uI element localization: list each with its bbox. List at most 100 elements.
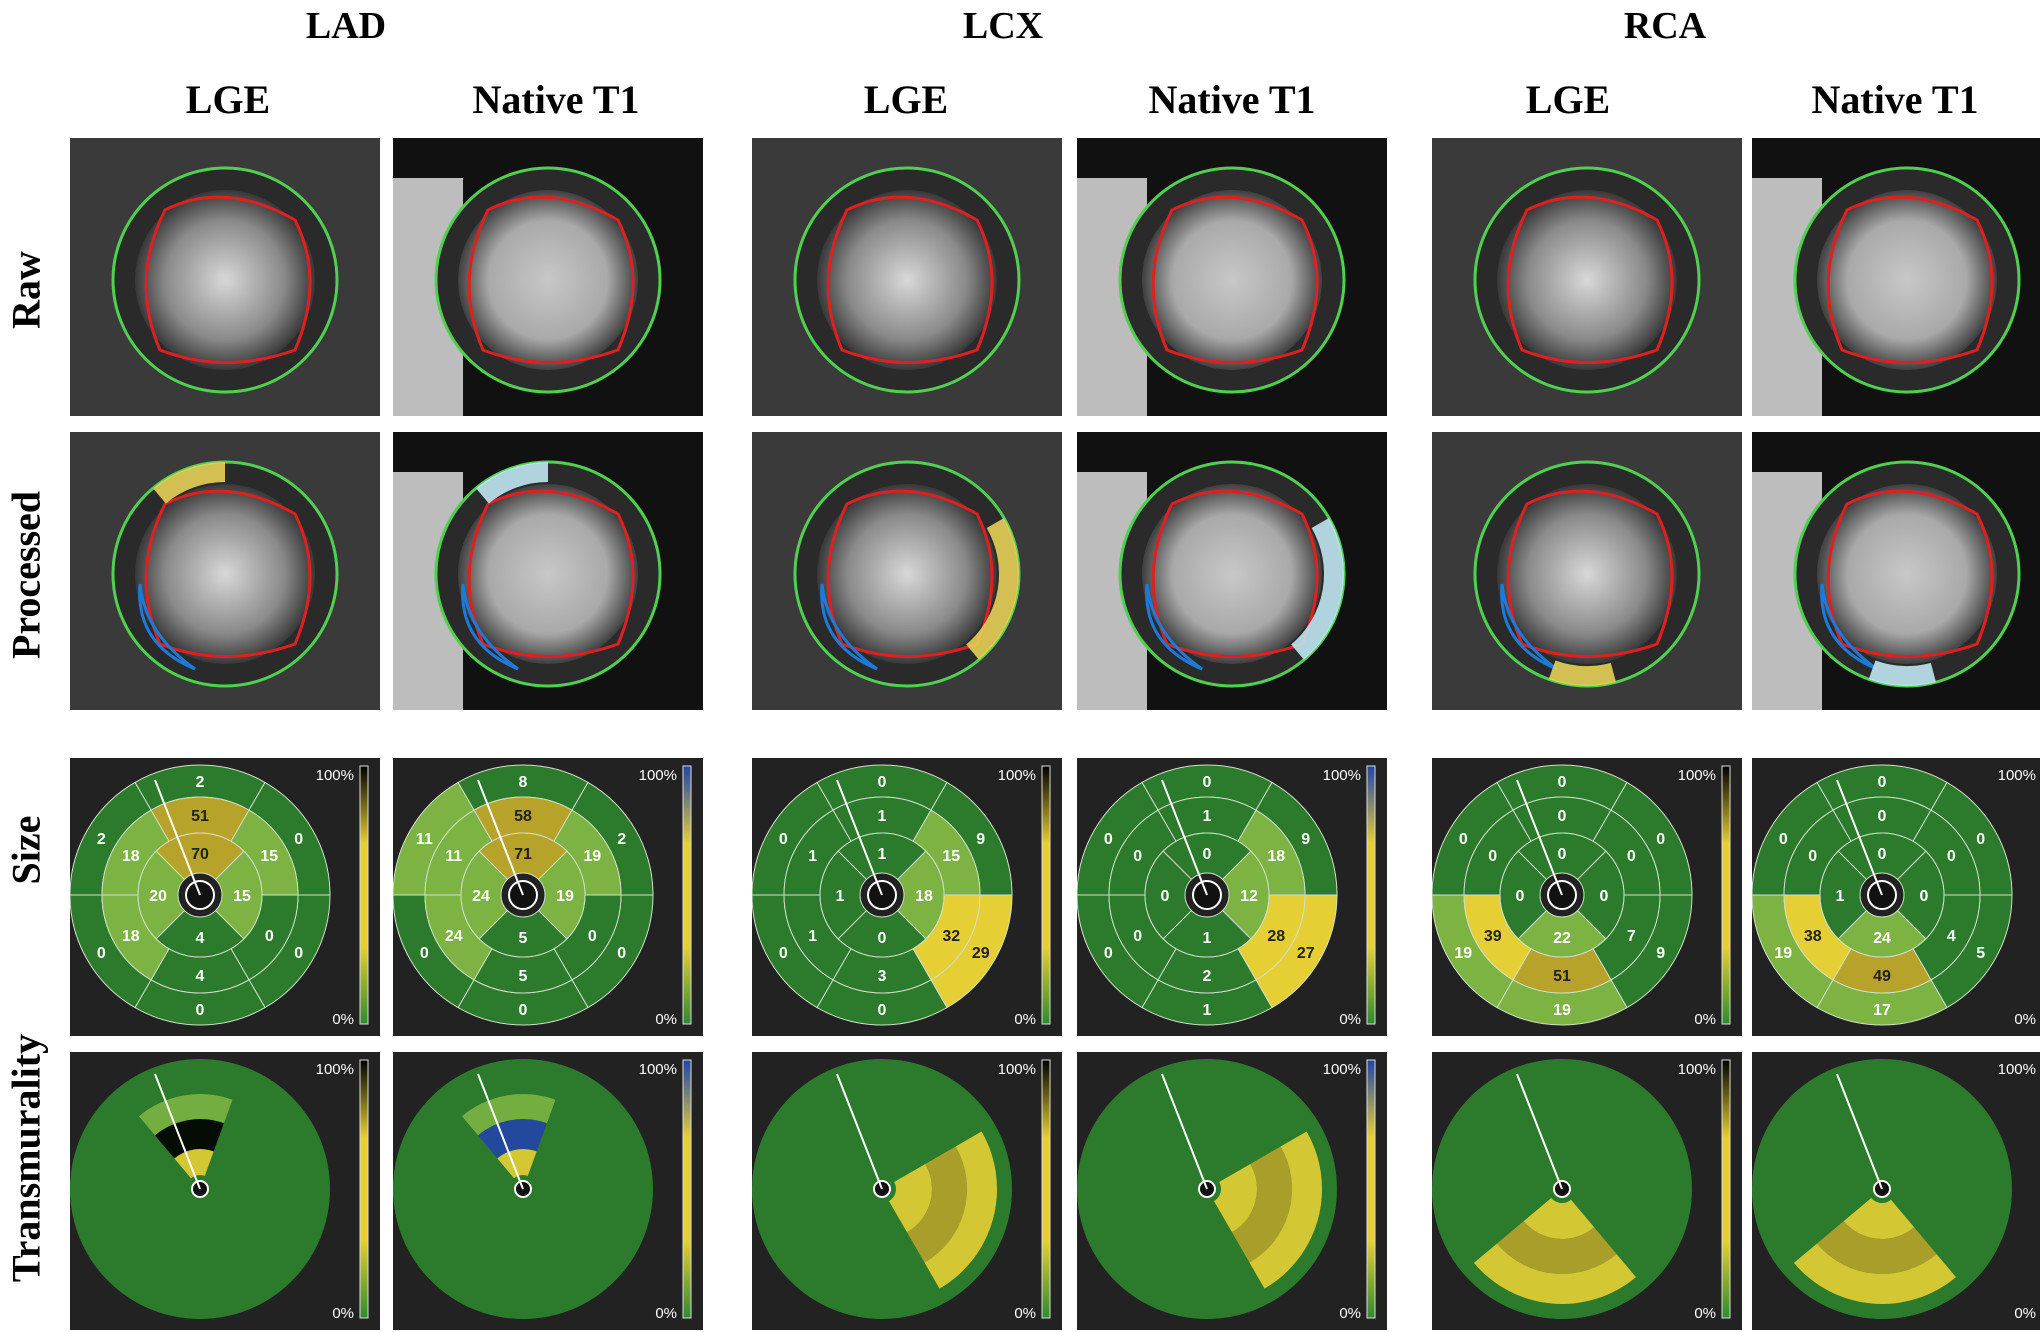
transmural-band-3 [138,1094,233,1136]
group-label-lad: LAD [305,5,387,47]
scale-min-label: 0% [1014,1011,1036,1028]
segment-value-apical-4: 0 [1516,888,1525,905]
scale-min-label: 0% [332,1305,354,1322]
blood-pool [458,484,638,664]
segment-value-mid-2: 19 [583,848,601,865]
scale-max-label: 100% [1323,1061,1361,1078]
segment-apical-3 [1162,909,1252,958]
column-label-lad-t1: Native T1 [472,77,640,122]
segment-value-apical-4: 24 [472,888,490,905]
segment-value-mid-5: 24 [445,928,463,945]
transmural-band-3 [1249,1131,1322,1289]
segment-value-basal-6: 0 [1104,831,1113,848]
segment-value-mid-6: 0 [1808,848,1817,865]
segment-apical-3 [478,909,568,958]
segment-value-basal-4: 0 [519,1002,528,1019]
segment-value-mid-3: 32 [942,928,960,945]
processed-image-rca-lge [1432,432,1742,710]
segment-apical-2 [1896,850,1945,940]
segment-value-basal-3: 0 [294,945,303,962]
segment-value-apical-4: 1 [1836,888,1845,905]
segment-value-basal-5: 0 [420,945,429,962]
detected-infarct-region [153,462,225,504]
scale-max-label: 100% [639,767,677,784]
segment-value-basal-3: 29 [972,945,990,962]
segment-value-basal-4: 0 [196,1002,205,1019]
segment-value-basal-2: 0 [1976,831,1985,848]
endocardial-contour [1151,195,1319,364]
transmurality-map-lad-t1: 100% 0% [393,1052,703,1330]
endocardial-contour [467,489,635,658]
row-label-raw: Raw [3,251,49,329]
segment-apical-4 [460,850,509,940]
transmural-band-3 [1793,1243,1956,1304]
segment-value-mid-1: 58 [514,808,532,825]
segment-value-apical-1: 71 [514,846,532,863]
segment-apical-3 [837,909,927,958]
column-label-rca-lge: LGE [1525,77,1611,122]
segment-value-apical-2: 18 [915,888,933,905]
transmural-band-2 [1816,1221,1937,1274]
blood-pool [1817,484,1997,664]
raw-image-rca-t1 [1752,138,2040,416]
detected-infarct-region [1868,660,1936,686]
scale-min-label: 0% [332,1011,354,1028]
endocardial-contour [826,195,994,364]
color-scale-bar [359,1059,369,1319]
rv-insertion-pointer [1516,779,1563,896]
segment-value-basal-6: 0 [1459,831,1468,848]
rv-insertion-pointer [1836,779,1883,896]
raw-image-lad-t1 [393,138,703,416]
segment-apical-4 [819,850,868,940]
endocardial-contour [1826,195,1994,364]
transmural-band-1 [1214,1164,1257,1233]
segment-value-basal-3: 9 [1656,945,1665,962]
endocardial-contour [1506,489,1674,658]
endocardial-contour [1506,195,1674,364]
segment-value-apical-3: 1 [1203,930,1212,947]
blood-pool [1142,484,1322,664]
blood-pool [135,190,315,370]
segment-value-mid-3: 0 [265,928,274,945]
rv-insertion-pointer [154,1073,201,1190]
segment-apical-2 [537,850,586,940]
segment-value-apical-1: 0 [1203,846,1212,863]
reference-region-contour [461,583,519,671]
segment-value-mid-1: 0 [1878,808,1887,825]
segment-value-apical-4: 1 [836,888,845,905]
scale-max-label: 100% [639,1061,677,1078]
scale-max-label: 100% [1998,1061,2036,1078]
reference-region-contour [1145,583,1203,671]
size-bullseye-lcx-t1: 0 9 27 1 0 0 1 18 28 2 0 0 0 12 1 0 100% 0% [1077,758,1387,1036]
segment-apical-4 [1819,850,1868,940]
segment-value-basal-2: 9 [1301,831,1310,848]
scale-max-label: 100% [998,1061,1036,1078]
scale-max-label: 100% [1323,767,1361,784]
color-scale-bar [1041,1059,1051,1319]
transmural-band-2 [155,1119,224,1159]
row-label-size: Size [3,815,49,885]
segment-apical-2 [1576,850,1625,940]
transmurality-map-rca-lge: 100% 0% [1432,1052,1742,1330]
transmural-band-1 [889,1164,932,1233]
rv-insertion-pointer [836,1073,883,1190]
segment-value-apical-1: 1 [878,846,887,863]
segment-value-mid-5: 38 [1804,928,1822,945]
segment-value-mid-2: 0 [1627,848,1636,865]
rv-insertion-pointer [1836,1073,1883,1190]
segment-value-basal-6: 2 [97,831,106,848]
segment-apical-4 [1499,850,1548,940]
endocardial-contour [1826,489,1994,658]
blood-pool [817,484,997,664]
transmural-band-3 [924,1131,997,1289]
segment-value-mid-6: 11 [445,848,462,865]
segment-value-basal-1: 0 [1558,774,1567,791]
segment-value-apical-1: 70 [191,846,209,863]
segment-value-basal-1: 2 [196,774,205,791]
segment-value-apical-3: 24 [1873,930,1891,947]
color-scale-bar [1721,765,1731,1025]
transmural-band-1 [174,1149,214,1179]
segment-value-mid-1: 0 [1558,808,1567,825]
segment-value-mid-5: 0 [1133,928,1142,945]
processed-image-lad-lge [70,432,380,710]
